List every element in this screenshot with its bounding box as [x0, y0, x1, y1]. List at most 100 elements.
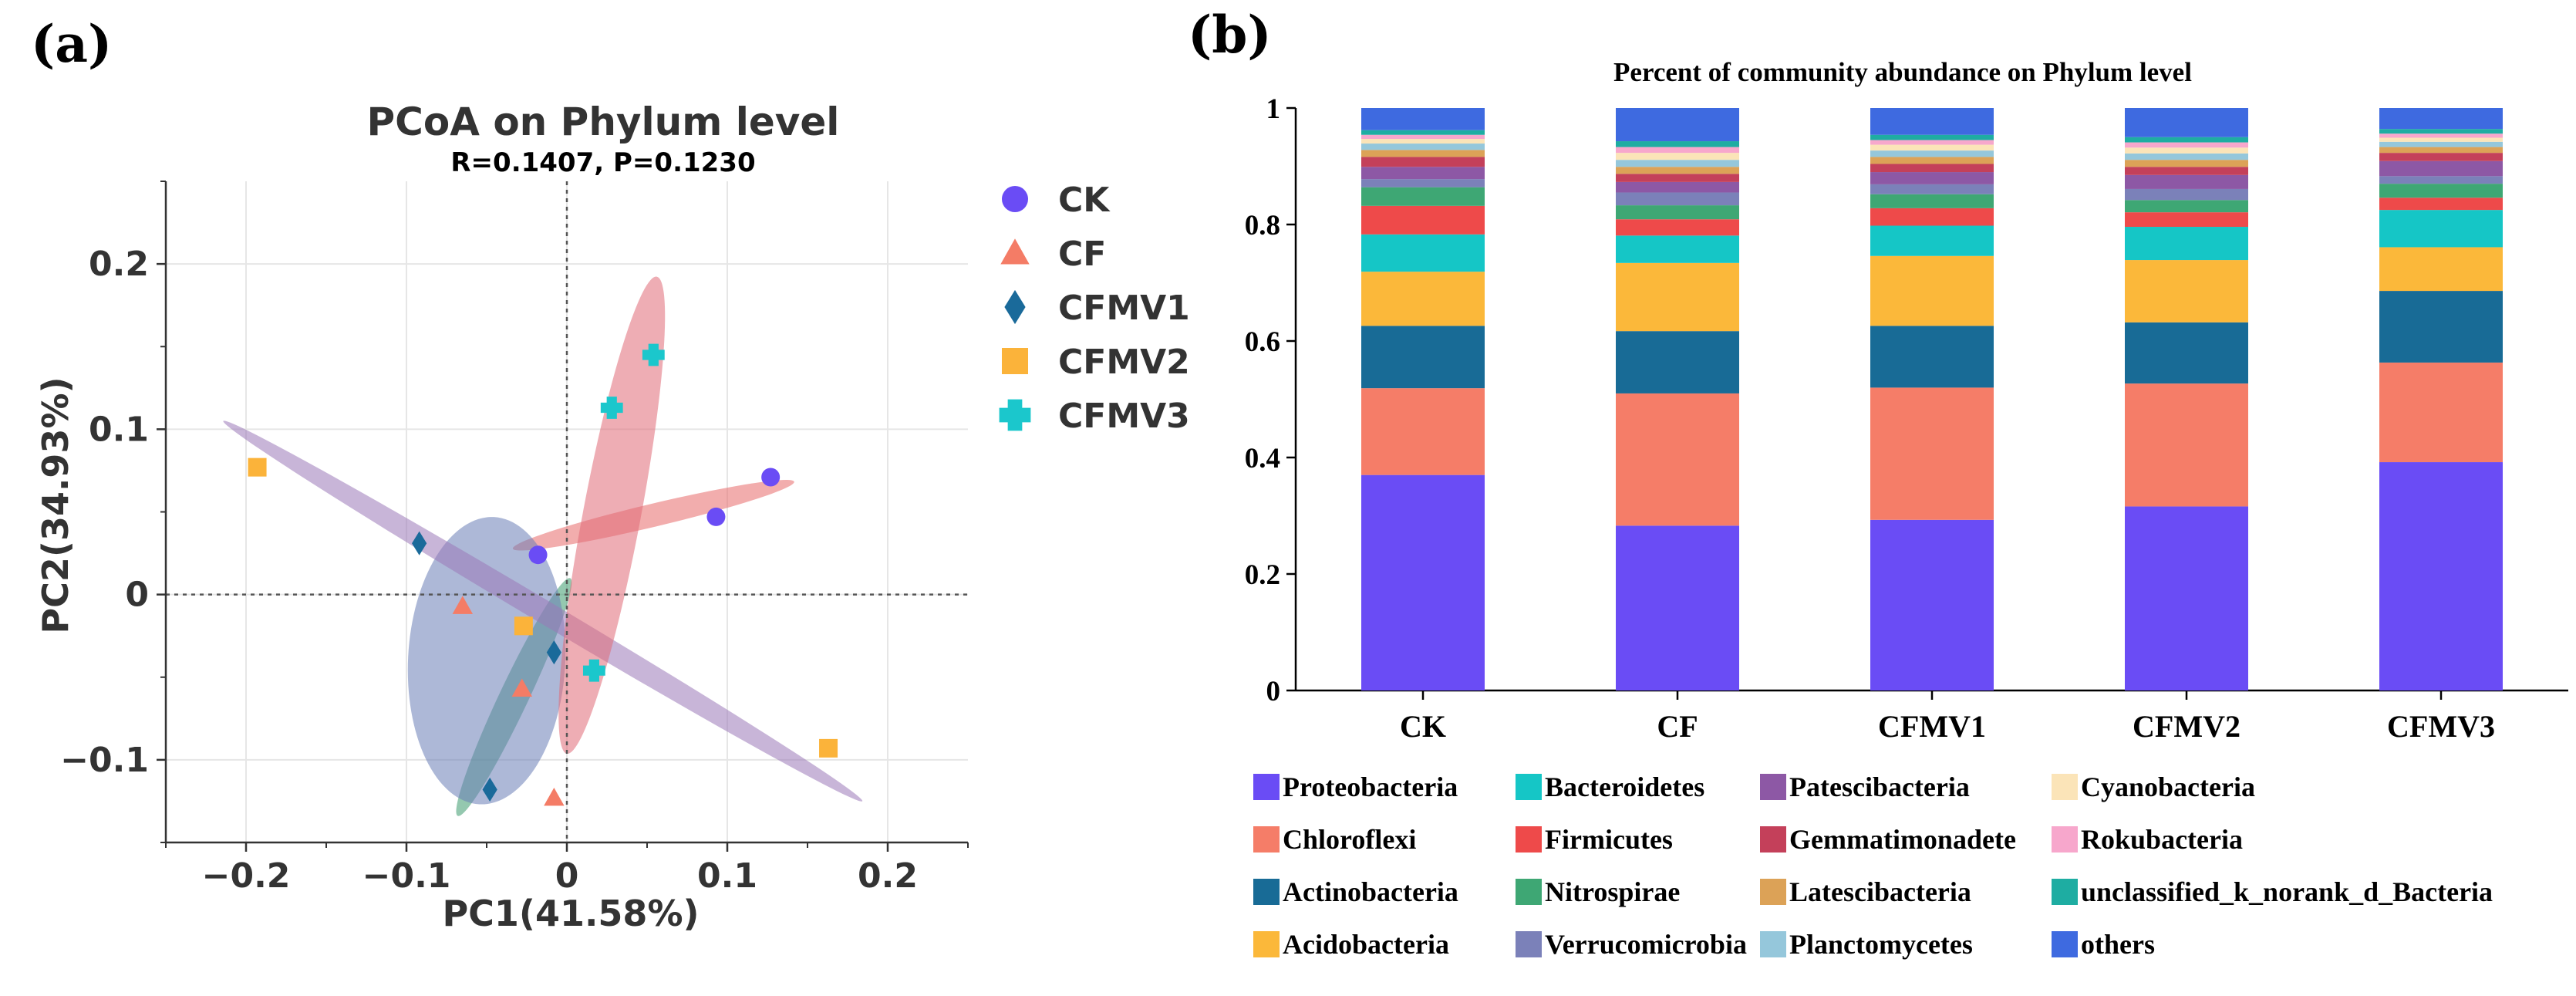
legend-swatch [2052, 826, 2078, 853]
point-cfmv2 [819, 738, 838, 758]
legend-label: Firmicutes [1545, 824, 1673, 855]
legend-swatch [1516, 879, 1542, 905]
legend-item-chloroflexi: Chloroflexi [1253, 824, 1416, 855]
bar-segment-verrucomicrobia [1870, 184, 1994, 194]
bar-segment-gemmatimonadete [2125, 167, 2248, 175]
legend-marker-triangle [1000, 238, 1030, 265]
bar-segment-chloroflexi [2125, 383, 2248, 507]
legend-item-cfmv3: CFMV3 [999, 397, 1190, 436]
bar-segment-bacteroidetes [1870, 225, 1994, 256]
bar-segment-rokubacteria [2125, 142, 2248, 148]
y-tick-label: 0.4 [1245, 443, 1280, 474]
bar-segment-actinobacteria [1870, 326, 1994, 388]
bar-chart-title: Percent of community abundance on Phylum… [1613, 57, 2192, 87]
bar-segment-proteobacteria [2125, 506, 2248, 690]
legend-swatch [1760, 931, 1786, 957]
confidence-ellipse-cfmv3 [558, 276, 666, 755]
bar-stacks [1361, 108, 2503, 690]
bar-segment-gemmatimonadete [1616, 174, 1739, 182]
point-cfmv1 [546, 640, 561, 665]
bar-segment-unclassified_k_norank_d_bacteria [1870, 134, 1994, 140]
legend-item-firmicutes: Firmicutes [1516, 824, 1673, 855]
bar-segment-proteobacteria [1361, 474, 1485, 690]
bar-legend: Proteobacteria Chloroflexi Actinobacteria A… [1253, 771, 2493, 960]
legend-swatch [1253, 879, 1280, 905]
bar-segment-verrucomicrobia [2379, 176, 2503, 184]
bar-segment-planctomycetes [2125, 153, 2248, 160]
point-ck [761, 468, 781, 487]
bar-segment-others [1616, 108, 1739, 142]
pcoa-axes: −0.2 −0.1 0 0.1 0.2 −0.1 0 0.1 0.2 [60, 181, 969, 896]
legend-item-gemmatimonadete: Gemmatimonadete [1760, 824, 2016, 855]
bar-segment-chloroflexi [1361, 388, 1485, 475]
bar-segment-bacteroidetes [2125, 227, 2248, 261]
bar-segment-acidobacteria [1616, 262, 1739, 332]
bar-segment-proteobacteria [1870, 519, 1994, 690]
legend-item-cf: CF [1000, 235, 1106, 274]
bar-segment-latescibacteria [1616, 167, 1739, 174]
legend-label: CFMV1 [1058, 289, 1190, 328]
pcoa-points [248, 343, 838, 806]
bar-segment-firmicutes [2379, 198, 2503, 211]
legend-label: Bacteroidetes [1545, 771, 1704, 802]
bar-segment-planctomycetes [1870, 150, 1994, 157]
legend-label: Planctomycetes [1789, 929, 1973, 960]
legend-label: Cyanobacteria [2081, 771, 2255, 802]
legend-label: unclassified_k_norank_d_Bacteria [2081, 876, 2493, 907]
legend-swatch [1516, 826, 1542, 853]
legend-item-bacteroidetes: Bacteroidetes [1516, 771, 1704, 802]
point-cfmv3 [600, 397, 623, 419]
bar-segment-rokubacteria [1870, 140, 1994, 145]
bar-axes: 0 0.2 0.4 0.6 0.8 1 CK CF CFMV1 CFMV2 CFMV3 [1245, 93, 2568, 744]
legend-item-proteobacteria: Proteobacteria [1253, 771, 1458, 802]
bar-segment-unclassified_k_norank_d_bacteria [1616, 141, 1739, 147]
bar-segment-cyanobacteria [1870, 144, 1994, 151]
legend-label: Acidobacteria [1283, 929, 1449, 960]
bar-segment-gemmatimonadete [2379, 153, 2503, 161]
point-cf [544, 787, 565, 806]
bar-segment-latescibacteria [2379, 147, 2503, 154]
bar-segment-proteobacteria [2379, 462, 2503, 690]
legend-marker-square [1002, 348, 1028, 374]
legend-label: Gemmatimonadete [1789, 824, 2016, 855]
legend-label: Latescibacteria [1789, 876, 1971, 907]
pcoa-y-axis-label: PC2(34.93%) [35, 376, 76, 633]
bar-segment-nitrospirae [1870, 194, 1994, 208]
abundance-bar-chart: Percent of community abundance on Phylum… [1245, 57, 2568, 960]
x-tick-label: CK [1400, 709, 1446, 744]
legend-label: CFMV3 [1058, 397, 1190, 436]
y-tick-label: 0 [125, 576, 149, 615]
legend-swatch [1760, 774, 1786, 800]
x-tick-label: −0.2 [202, 856, 291, 896]
point-ck [528, 545, 548, 565]
bar-segment-unclassified_k_norank_d_bacteria [2379, 129, 2503, 134]
bar-segment-firmicutes [2125, 212, 2248, 228]
bar-segment-acidobacteria [1870, 255, 1994, 326]
legend-item-patescibacteria: Patescibacteria [1760, 771, 1970, 802]
legend-swatch [2052, 931, 2078, 957]
legend-swatch [1516, 931, 1542, 957]
bar-segment-cyanobacteria [1616, 153, 1739, 160]
x-tick-label: CFMV1 [1878, 709, 1986, 744]
bar-segment-patescibacteria [1870, 172, 1994, 184]
legend-swatch [2052, 774, 2078, 800]
bar-segment-latescibacteria [2125, 160, 2248, 167]
legend-swatch [1516, 774, 1542, 800]
legend-label: others [2081, 929, 2155, 960]
bar-segment-planctomycetes [1361, 143, 1485, 150]
bar-segment-patescibacteria [2379, 160, 2503, 177]
legend-swatch [1760, 826, 1786, 853]
point-cfmv2 [514, 616, 533, 636]
bar-segment-acidobacteria [2379, 247, 2503, 292]
bar-segment-actinobacteria [2125, 322, 2248, 384]
legend-item-ck: CK [1002, 181, 1111, 220]
x-tick-label: 0 [555, 856, 579, 896]
x-tick-label: 0.1 [697, 856, 757, 896]
bar-segment-firmicutes [1616, 219, 1739, 236]
confidence-ellipse-cfmv2 [223, 420, 863, 802]
legend-swatch [1253, 826, 1280, 853]
y-tick-label: 1 [1266, 93, 1281, 125]
legend-item-rokubacteria: Rokubacteria [2052, 824, 2243, 855]
x-tick-label: −0.1 [362, 856, 451, 896]
